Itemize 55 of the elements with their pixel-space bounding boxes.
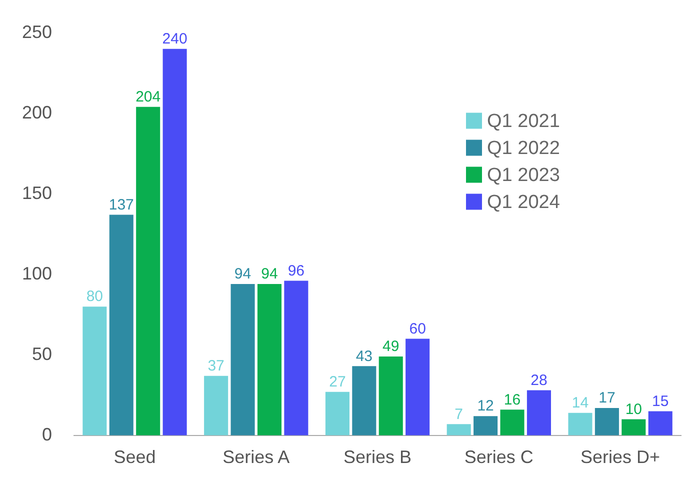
legend-label: Q1 2022 [487,138,560,160]
bar [257,284,282,436]
legend-label: Q1 2023 [487,165,560,186]
bar [162,48,187,436]
bar [109,214,134,436]
bar [526,390,551,436]
data-label: 27 [329,374,346,391]
data-label: 12 [477,398,494,415]
x-tick-label: Series A [222,447,290,468]
data-label: 43 [356,348,373,365]
x-tick-label: Series C [464,447,534,468]
bar [568,412,592,436]
data-label: 17 [598,390,616,407]
bar [136,106,160,436]
data-label: 94 [234,266,252,283]
data-label: 7 [454,406,464,423]
y-tick-label: 0 [42,424,52,444]
x-tick-label: Series D+ [580,447,660,468]
bar [648,411,672,436]
data-label: 94 [261,266,278,283]
data-label: 60 [409,320,426,338]
data-label: 10 [625,400,642,418]
legend-label: Q1 2024 [487,192,560,214]
bar [406,338,430,436]
data-label: 96 [288,262,305,280]
data-label: 240 [162,30,188,48]
bar [378,356,403,436]
data-label: 37 [208,357,224,374]
data-label: 16 [504,391,521,408]
data-label: 49 [382,338,400,356]
data-label: 204 [136,88,161,106]
bar [622,419,646,436]
bar [230,284,255,436]
bar [204,376,228,436]
data-label: 137 [108,196,134,214]
bar [82,306,107,436]
y-tick-label: 250 [22,22,52,42]
x-tick-label: Series B [344,447,412,468]
legend-label: Q1 2021 [487,111,560,132]
bar [352,366,376,436]
data-label: 28 [530,372,548,389]
data-label: 15 [652,392,669,410]
y-tick-label: 200 [22,102,52,122]
bar [594,408,619,436]
bar [284,280,308,436]
y-tick-label: 100 [22,263,52,284]
bar [474,416,498,436]
data-label: 80 [86,288,104,306]
bar [500,410,524,436]
x-tick-label: Seed [114,447,156,468]
bar [325,392,350,436]
y-tick-label: 50 [32,344,52,364]
y-tick-label: 150 [22,182,52,203]
data-label: 14 [572,394,589,412]
bar [446,424,471,436]
